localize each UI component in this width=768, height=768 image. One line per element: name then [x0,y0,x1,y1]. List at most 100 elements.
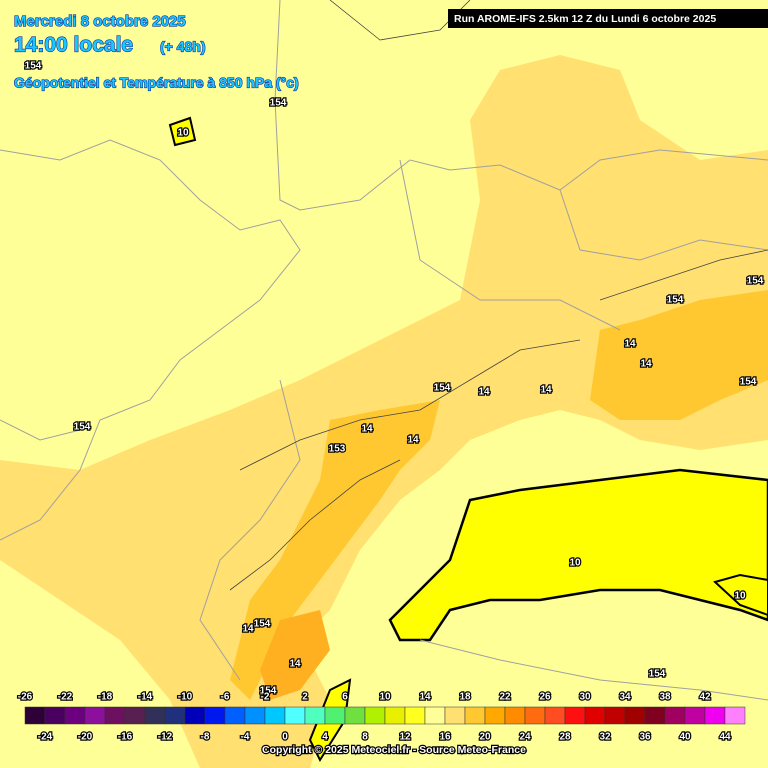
legend-label: 6 [342,692,348,703]
legend-cell [244,706,266,725]
contour-label: 153 [329,444,346,455]
legend-label: 4 [322,732,328,743]
legend-cell [564,706,586,725]
contour-label: 10 [734,591,746,602]
contour-label: 154 [740,377,757,388]
legend-label: 42 [699,692,711,703]
legend-label: -2 [261,692,270,703]
legend-label: 20 [479,732,491,743]
contour-label: 154 [434,383,451,394]
legend-label: -20 [78,732,93,743]
legend-label: -26 [18,692,33,703]
legend-cell [344,706,366,725]
contour-label: 154 [747,276,764,287]
forecast-time: 14:00 locale [14,34,133,57]
forecast-date: Mercredi 8 octobre 2025 [14,13,186,30]
contour-label: 14 [640,359,652,370]
legend-label: -8 [201,732,210,743]
legend-label: 10 [379,692,391,703]
legend-label: 22 [499,692,511,703]
contour-label: 154 [260,686,277,697]
legend-label: -12 [158,732,173,743]
legend-cell [364,706,386,725]
contour-label: 14 [624,339,636,350]
legend-label: 34 [619,692,631,703]
legend-cell [644,706,666,725]
contour-label: 10 [177,128,189,139]
legend-label: 24 [519,732,531,743]
legend-cell [304,706,326,725]
contour-label: 14 [242,624,254,635]
legend-cell [104,706,126,725]
contour-label: 154 [270,98,287,109]
legend-label: -18 [98,692,113,703]
legend-label: -10 [178,692,193,703]
legend-label: 14 [419,692,431,703]
copyright: Copyright © 2025 Meteociel.fr - Source M… [262,744,526,756]
legend-cell [544,706,566,725]
legend-cell [164,706,186,725]
legend-label: 12 [399,732,411,743]
legend-cell [504,706,526,725]
legend-label: 18 [459,692,471,703]
legend-label: 28 [559,732,571,743]
contour-label: 154 [667,295,684,306]
legend-cell [204,706,226,725]
contour-label: 154 [74,422,91,433]
contour-label: 154 [25,61,42,72]
contour-label: 10 [569,558,581,569]
contour-label: 14 [289,659,301,670]
legend-label: 44 [719,732,731,743]
legend-cell [524,706,546,725]
forecast-lead: (+ 48h) [160,39,206,55]
legend-cell [404,706,426,725]
legend-label: -14 [138,692,153,703]
contour-label: 14 [407,435,419,446]
legend-cell [724,706,746,725]
legend-cell [624,706,646,725]
legend-label: -16 [118,732,133,743]
run-box [448,9,768,28]
legend-label: 40 [679,732,691,743]
legend-cell [384,706,406,725]
legend-cell [24,706,46,725]
field-name: Géopotentiel et Température à 850 hPa (°… [14,75,299,91]
legend-cell [224,706,246,725]
legend-cell [444,706,466,725]
legend-cell [64,706,86,725]
legend-cell [704,706,726,725]
borders [0,0,768,701]
legend-label: 26 [539,692,551,703]
legend-label: -22 [58,692,73,703]
legend-label: 30 [579,692,591,703]
contour-label: 154 [649,669,666,680]
legend-label: -4 [241,732,250,743]
run-info: Run AROME-IFS 2.5km 12 Z du Lundi 6 octo… [454,13,716,25]
legend-label: 0 [282,732,288,743]
contour-label: 154 [254,619,271,630]
legend-cell [584,706,606,725]
legend-label: 36 [639,732,651,743]
legend-label: -6 [221,692,230,703]
temperature-fields [0,55,768,768]
legend-cell [464,706,486,725]
legend-cell [284,706,306,725]
legend-cell [604,706,626,725]
legend-cell [664,706,686,725]
legend-cell [324,706,346,725]
contour-label: 14 [540,385,552,396]
legend-cell [144,706,166,725]
legend-cell [44,706,66,725]
legend-label: 32 [599,732,611,743]
legend-label: 38 [659,692,671,703]
legend-label: 16 [439,732,451,743]
legend-label: -24 [38,732,53,743]
legend-cell [484,706,506,725]
legend-cell [84,706,106,725]
legend-label: 8 [362,732,368,743]
legend-cell [124,706,146,725]
contour-label: 14 [361,424,373,435]
legend-label: 2 [302,692,308,703]
